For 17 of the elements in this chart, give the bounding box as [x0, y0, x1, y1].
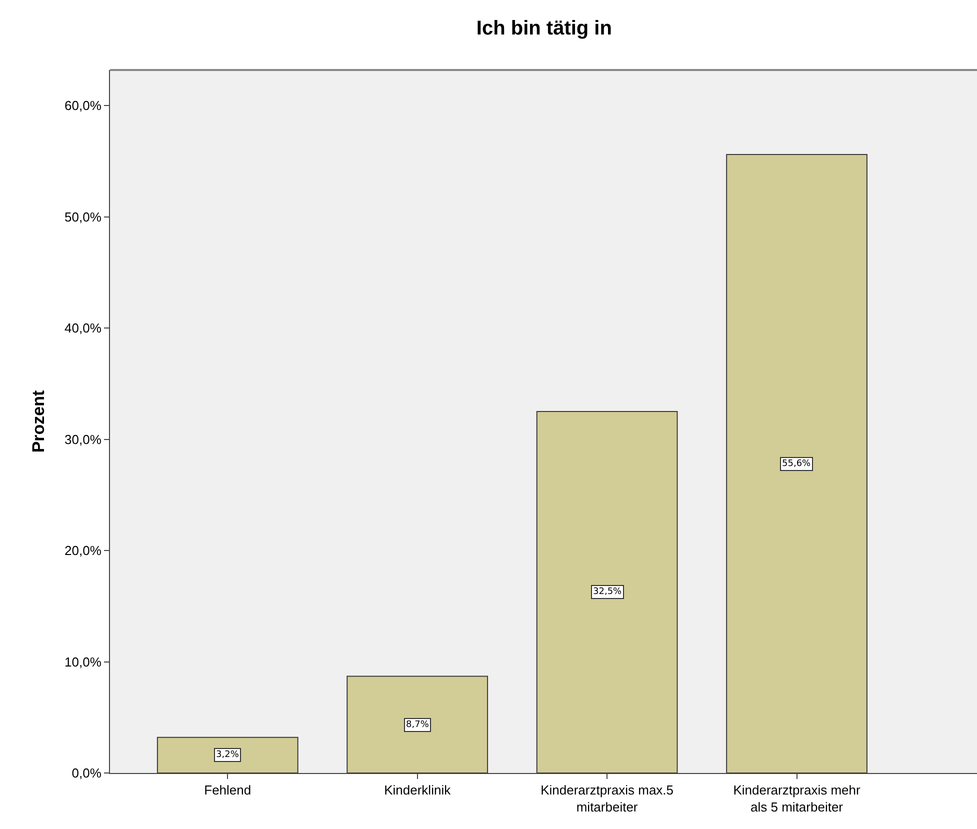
y-tick-label: 10,0%: [64, 654, 102, 670]
y-tick-label: 0,0%: [72, 766, 102, 781]
data-label: 8,7%: [406, 720, 430, 730]
y-tick-label: 50,0%: [64, 209, 102, 224]
y-axis-title: Prozent: [29, 390, 48, 453]
y-tick-label: 40,0%: [64, 320, 102, 336]
chart-title: Ich bin tätig in: [476, 18, 612, 40]
data-label: 55,6%: [782, 459, 812, 469]
x-tick-label: Kinderklinik: [384, 782, 452, 798]
y-tick-label: 20,0%: [64, 543, 102, 558]
y-tick-label: 30,0%: [64, 432, 102, 447]
data-label: 32,5%: [593, 587, 622, 597]
data-label: 3,2%: [216, 750, 240, 760]
y-tick-label: 60,0%: [64, 98, 102, 114]
x-tick-label: Kinderarztpraxis max.5 mitarbeiter: [540, 782, 674, 814]
x-tick-label: Kinderarztpraxis mehr als 5 mitarbeiter: [733, 782, 862, 814]
x-tick-label: Fehlend: [204, 782, 252, 798]
